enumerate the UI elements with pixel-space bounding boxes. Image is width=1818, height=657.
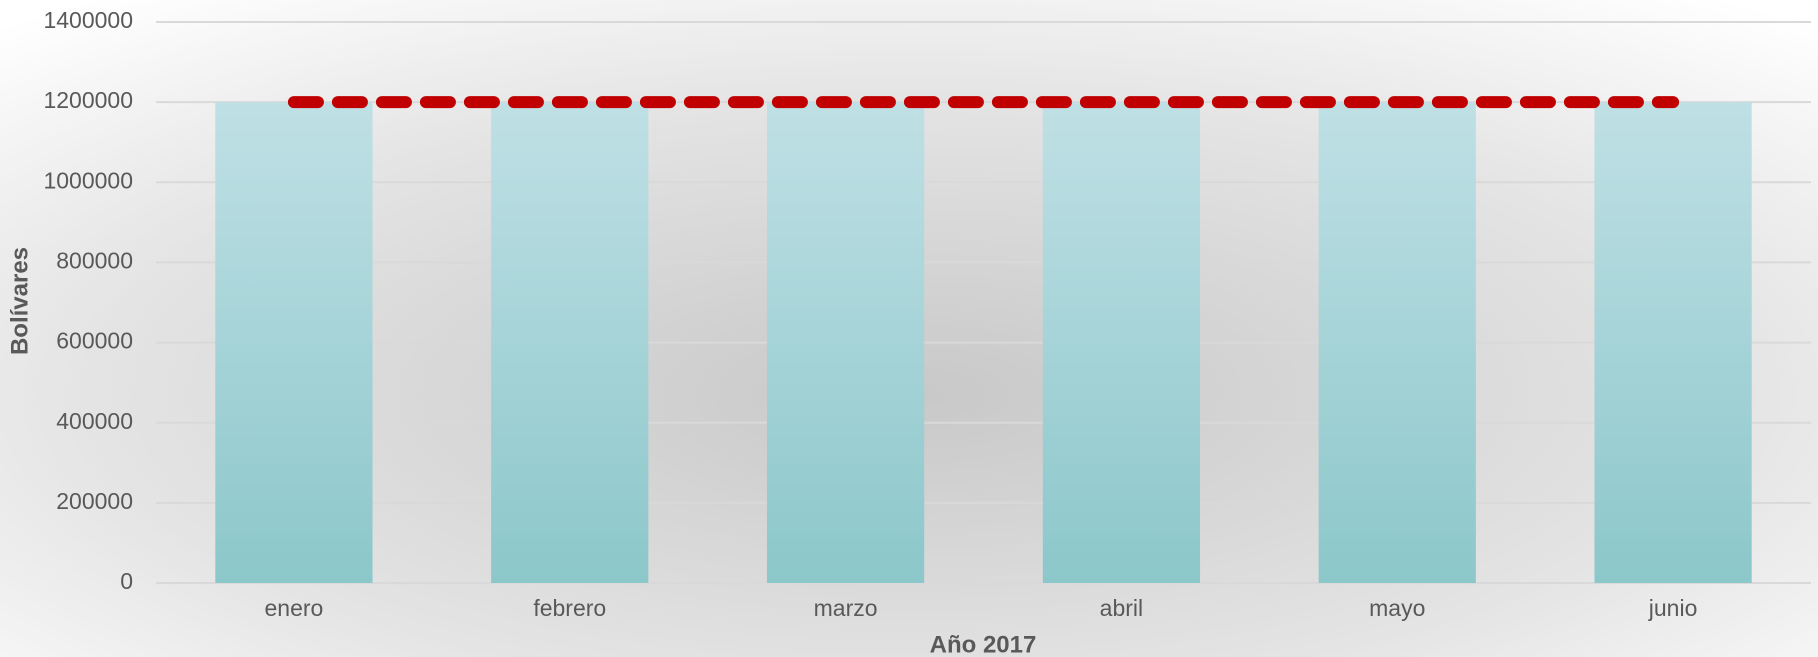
x-tick-label: febrero — [533, 595, 606, 621]
bar — [766, 102, 925, 584]
x-tick-label: abril — [1100, 595, 1143, 621]
y-tick-label: 400000 — [56, 408, 133, 434]
x-axis-title: Año 2017 — [930, 631, 1037, 657]
x-tick-label: enero — [265, 595, 324, 621]
x-tick-label: junio — [1648, 595, 1698, 621]
y-tick-label: 1400000 — [43, 7, 133, 33]
y-tick-label: 800000 — [56, 248, 133, 274]
x-tick-label: marzo — [814, 595, 878, 621]
bar — [1042, 102, 1201, 584]
y-tick-label: 1200000 — [43, 87, 133, 113]
bar — [491, 102, 649, 584]
y-tick-label: 600000 — [56, 328, 133, 354]
y-tick-label: 0 — [120, 568, 133, 594]
bar — [215, 102, 373, 584]
y-axis-title: Bolívares — [6, 247, 33, 355]
y-tick-label: 200000 — [56, 488, 133, 514]
y-tick-label: 1000000 — [43, 167, 133, 193]
x-tick-label: mayo — [1369, 595, 1425, 621]
bar — [1594, 102, 1752, 584]
bar — [1318, 102, 1476, 584]
